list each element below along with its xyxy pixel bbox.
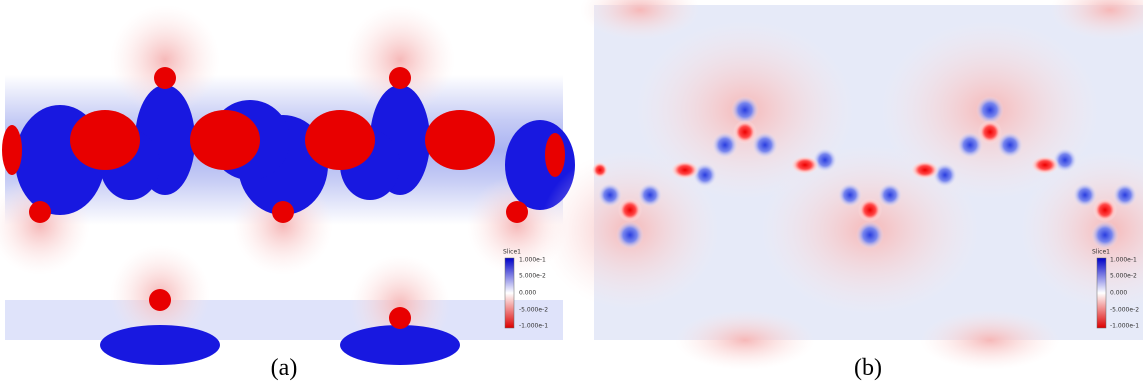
legend-label: 1.000e-1 [519, 257, 546, 264]
legend-label: -1.000e-1 [1110, 323, 1139, 330]
panel-a: Slice1 1.000e-1 5.000e-2 0.000 -5.000e-2… [0, 5, 575, 365]
legend-label: 0.000 [1110, 290, 1127, 297]
legend-label: 1.000e-1 [1110, 257, 1137, 264]
legend-label: 5.000e-2 [519, 273, 546, 280]
legend-label: -5.000e-2 [519, 307, 548, 314]
legend-label: 5.000e-2 [1110, 273, 1137, 280]
legend-title: Slice1 [1092, 249, 1110, 256]
panel-b: Slice1 1.000e-1 5.000e-2 0.000 -5.000e-2… [540, 0, 1143, 370]
caption: (a) [271, 355, 298, 381]
legend-label: -1.000e-1 [519, 323, 548, 330]
caption: (b) [854, 355, 882, 381]
legend-label: 0.000 [519, 290, 536, 297]
legend-title: Slice1 [503, 249, 521, 256]
legend-label: -5.000e-2 [1110, 307, 1139, 314]
